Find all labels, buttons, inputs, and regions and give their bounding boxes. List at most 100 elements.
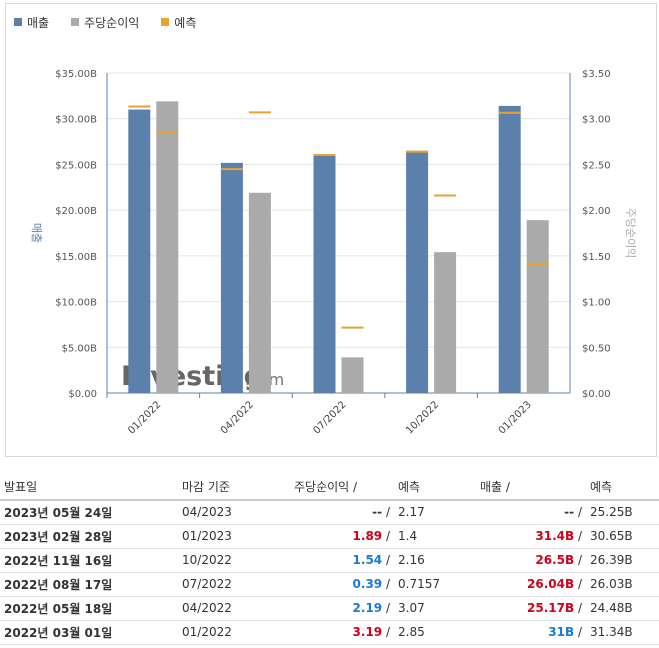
header-date[interactable]: 발표일 <box>0 474 178 501</box>
eps-actual-cell-value: 1.54 <box>352 553 383 567</box>
header-eps-separator: / <box>353 480 358 494</box>
release-date-cell: 2022년 03월 01일 <box>0 620 178 645</box>
chart-panel: 매출 주당순이익 예측 $0.00 $5.00B $10.00B $15.00B $20.0… <box>5 3 657 457</box>
value-separator: / <box>382 553 390 567</box>
x-tick-label: 07/2022 <box>311 399 348 436</box>
header-eps[interactable]: 주당순이익 / <box>290 474 394 501</box>
value-separator: / <box>382 601 390 615</box>
value-separator: / <box>574 505 582 520</box>
value-separator: / <box>382 505 390 520</box>
header-revenue-label: 매출 <box>480 480 503 494</box>
left-tick-label: $35.00B <box>55 69 97 80</box>
eps-forecast-cell-value: 0.7157 <box>398 577 440 591</box>
right-tick-label: $0.50 <box>582 343 611 354</box>
eps-actual-cell-value: 2.19 <box>352 601 383 615</box>
right-tick-label: $1.00 <box>582 298 611 309</box>
eps-forecast-cell-value: 3.07 <box>398 601 425 615</box>
period-end-cell-value: 04/2022 <box>182 601 232 615</box>
release-date-cell-value: 2022년 08월 17일 <box>4 577 113 592</box>
revenue-actual-cell-value: 31B <box>548 625 575 639</box>
table-row: 2022년 08월 17일 07/2022 0.39 / 0.7157 26.04B /… <box>0 572 659 597</box>
x-tick-label: 01/2022 <box>126 399 163 436</box>
right-tick-label: $2.50 <box>582 160 611 171</box>
eps-bar <box>341 357 364 393</box>
legend-swatch <box>161 18 170 26</box>
eps-bar <box>248 192 271 393</box>
legend-swatch <box>71 18 80 26</box>
revenue-forecast-cell-value: 31.34B <box>590 625 633 639</box>
eps-bar <box>156 101 179 393</box>
header-revenue-forecast[interactable]: 예측 <box>586 474 659 501</box>
right-tick-label: $2.00 <box>582 206 611 217</box>
revenue-actual-cell: 26.04B / <box>476 572 586 597</box>
revenue-actual-cell-value: 25.17B <box>527 601 575 615</box>
eps-bar <box>526 220 549 393</box>
x-tick-label: 10/2022 <box>404 399 441 436</box>
legend-item[interactable]: 주당순이익 <box>71 12 139 32</box>
revenue-actual-cell-value: 31.4B <box>535 529 575 543</box>
revenue-bar <box>406 150 429 393</box>
revenue-actual-cell: 25.17B / <box>476 596 586 621</box>
value-separator: / <box>382 577 390 591</box>
eps-forecast-cell: 1.4 <box>394 524 476 549</box>
revenue-bar <box>220 162 243 393</box>
revenue-forecast-cell: 26.39B <box>586 548 659 573</box>
period-end-cell: 04/2023 <box>178 500 290 525</box>
left-axis-title: 매출 <box>30 223 43 243</box>
period-end-cell-value: 04/2023 <box>182 505 232 520</box>
eps-forecast-cell-value: 2.17 <box>398 505 425 520</box>
period-end-cell-value: 07/2022 <box>182 577 232 591</box>
revenue-forecast-cell-value: 26.39B <box>590 553 633 567</box>
release-date-cell-value: 2022년 05월 18일 <box>4 601 113 616</box>
right-tick-label: $1.50 <box>582 252 611 263</box>
header-revenue[interactable]: 매출 / <box>476 474 586 501</box>
period-end-cell-value: 01/2022 <box>182 625 232 639</box>
table-row: 2023년 05월 24일 04/2023 -- / 2.17 -- / 25.25B <box>0 500 659 525</box>
value-separator: / <box>574 529 582 543</box>
legend-item[interactable]: 예측 <box>161 12 196 32</box>
period-end-cell: 10/2022 <box>178 548 290 573</box>
right-axis-title: 주당순이익 <box>624 208 637 259</box>
eps-actual-cell-value: 3.19 <box>352 625 383 639</box>
left-tick-label: $20.00B <box>55 206 97 217</box>
eps-forecast-cell-value: 1.4 <box>398 529 418 543</box>
legend-swatch <box>14 18 22 26</box>
table-row: 2022년 03월 01일 01/2022 3.19 / 2.85 31B / 31.34… <box>0 620 659 645</box>
period-end-cell-value: 10/2022 <box>182 553 232 567</box>
legend-label: 예측 <box>174 15 197 30</box>
right-tick-label: $0.00 <box>582 389 611 400</box>
revenue-forecast-cell: 24.48B <box>586 596 659 621</box>
revenue-bar <box>128 109 151 394</box>
revenue-forecast-cell: 25.25B <box>586 500 659 525</box>
earnings-chart: $0.00 $5.00B $10.00B $15.00B $20.00B $25.00B $… <box>30 69 637 436</box>
revenue-actual-cell: 31B / <box>476 620 586 645</box>
release-date-cell: 2023년 05월 24일 <box>0 500 178 525</box>
release-date-cell: 2022년 08월 17일 <box>0 572 178 597</box>
eps-forecast-cell-value: 2.85 <box>398 625 425 639</box>
right-tick-label: $3.50 <box>582 69 611 80</box>
revenue-actual-cell: 26.5B / <box>476 548 586 573</box>
eps-forecast-cell: 2.16 <box>394 548 476 573</box>
eps-forecast-cell: 2.17 <box>394 500 476 525</box>
revenue-forecast-cell-value: 30.65B <box>590 529 633 543</box>
header-eps-label: 주당순이익 <box>294 480 350 494</box>
period-end-cell: 04/2022 <box>178 596 290 621</box>
revenue-forecast-cell-value: 25.25B <box>590 505 633 520</box>
header-period[interactable]: 마감 기준 <box>178 474 290 501</box>
revenue-actual-cell-value: 26.04B <box>527 577 575 591</box>
left-tick-label: $25.00B <box>55 160 97 171</box>
value-separator: / <box>382 529 390 543</box>
legend-item[interactable]: 매출 <box>14 12 49 32</box>
value-separator: / <box>574 601 582 615</box>
revenue-forecast-cell: 31.34B <box>586 620 659 645</box>
eps-forecast-cell: 2.85 <box>394 620 476 645</box>
revenue-forecast-cell: 26.03B <box>586 572 659 597</box>
revenue-forecast-cell-value: 24.48B <box>590 601 633 615</box>
eps-forecast-cell: 3.07 <box>394 596 476 621</box>
value-separator: / <box>574 553 582 567</box>
header-eps-forecast[interactable]: 예측 <box>394 474 476 501</box>
table-row: 2022년 11월 16일 10/2022 1.54 /2.16 26.5B /26.… <box>0 548 659 573</box>
period-end-cell: 01/2023 <box>178 524 290 549</box>
period-end-cell: 01/2022 <box>178 620 290 645</box>
eps-actual-cell-value: 0.39 <box>352 577 383 591</box>
